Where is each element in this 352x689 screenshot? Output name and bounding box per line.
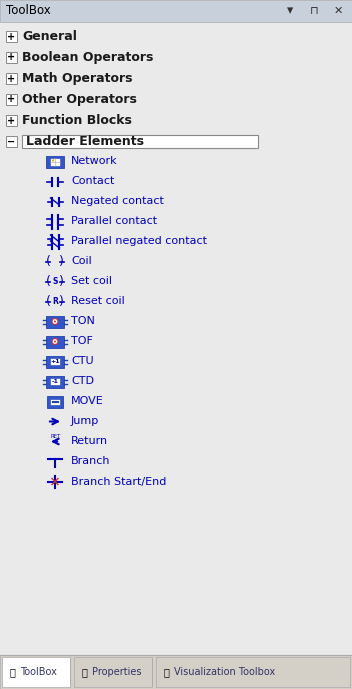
- Bar: [74, 657, 152, 687]
- Text: +: +: [7, 74, 15, 83]
- Bar: [50, 358, 60, 365]
- Text: Jump: Jump: [71, 416, 99, 426]
- Text: CTU: CTU: [71, 356, 94, 367]
- Bar: [50, 378, 60, 385]
- Text: (: (: [46, 275, 51, 288]
- Text: 🔧: 🔧: [9, 667, 15, 677]
- Bar: [0, 655, 352, 689]
- Text: ToolBox: ToolBox: [6, 5, 51, 17]
- Bar: [0, 0, 352, 22]
- Text: ⊓: ⊓: [310, 6, 318, 16]
- Bar: [46, 336, 64, 347]
- Bar: [6, 115, 17, 126]
- Text: +: +: [7, 116, 15, 125]
- Text: Return: Return: [71, 437, 108, 446]
- Text: 🎨: 🎨: [163, 667, 169, 677]
- Text: General: General: [22, 30, 77, 43]
- Text: S: S: [52, 277, 58, 286]
- Text: +: +: [7, 94, 15, 105]
- Text: ): ): [59, 295, 64, 308]
- Text: ▾: ▾: [287, 5, 293, 17]
- Circle shape: [52, 318, 58, 325]
- Circle shape: [54, 320, 56, 322]
- Text: Other Operators: Other Operators: [22, 93, 137, 106]
- Text: Visualization Toolbox: Visualization Toolbox: [174, 667, 275, 677]
- Text: (: (: [46, 255, 51, 268]
- Text: CTD: CTD: [71, 376, 94, 387]
- Text: ✕: ✕: [333, 6, 343, 16]
- Bar: [6, 52, 17, 63]
- Bar: [46, 156, 64, 167]
- Text: Contact: Contact: [71, 176, 114, 187]
- Text: Math Operators: Math Operators: [22, 72, 132, 85]
- Text: ToolBox: ToolBox: [20, 667, 57, 677]
- Text: TOF: TOF: [71, 336, 93, 347]
- Text: TON: TON: [71, 316, 95, 327]
- Text: RET: RET: [51, 433, 61, 438]
- Text: −: −: [7, 136, 15, 147]
- Text: Network: Network: [71, 156, 118, 167]
- Bar: [22, 135, 258, 148]
- Bar: [50, 398, 60, 404]
- Bar: [6, 31, 17, 42]
- Text: 📋: 📋: [81, 667, 87, 677]
- Text: Function Blocks: Function Blocks: [22, 114, 132, 127]
- Bar: [46, 316, 64, 327]
- Bar: [46, 376, 64, 387]
- Text: Branch: Branch: [71, 457, 111, 466]
- Text: Parallel contact: Parallel contact: [71, 216, 157, 227]
- Bar: [6, 73, 17, 84]
- Text: ★: ★: [50, 158, 55, 163]
- Text: R: R: [52, 297, 58, 306]
- Circle shape: [52, 338, 58, 344]
- Bar: [6, 94, 17, 105]
- Text: +1: +1: [50, 359, 60, 364]
- Bar: [46, 356, 64, 367]
- Text: Coil: Coil: [71, 256, 92, 267]
- Text: Branch Start/End: Branch Start/End: [71, 477, 166, 486]
- Text: Boolean Operators: Boolean Operators: [22, 51, 153, 64]
- Circle shape: [54, 340, 56, 342]
- Text: +: +: [7, 52, 15, 63]
- Bar: [50, 158, 60, 165]
- Text: MOVE: MOVE: [71, 396, 104, 407]
- Text: Reset coil: Reset coil: [71, 296, 125, 307]
- Text: Parallel negated contact: Parallel negated contact: [71, 236, 207, 247]
- Text: -1: -1: [51, 379, 58, 384]
- Text: ): ): [59, 255, 64, 268]
- Text: Ladder Elements: Ladder Elements: [26, 135, 144, 148]
- Bar: [2, 657, 70, 687]
- Bar: [47, 395, 63, 407]
- Text: (: (: [46, 295, 51, 308]
- Bar: [6, 136, 17, 147]
- Text: +: +: [7, 32, 15, 41]
- Text: ): ): [59, 275, 64, 288]
- Bar: [156, 657, 350, 687]
- Text: Properties: Properties: [92, 667, 142, 677]
- Text: Negated contact: Negated contact: [71, 196, 164, 207]
- Text: Set coil: Set coil: [71, 276, 112, 287]
